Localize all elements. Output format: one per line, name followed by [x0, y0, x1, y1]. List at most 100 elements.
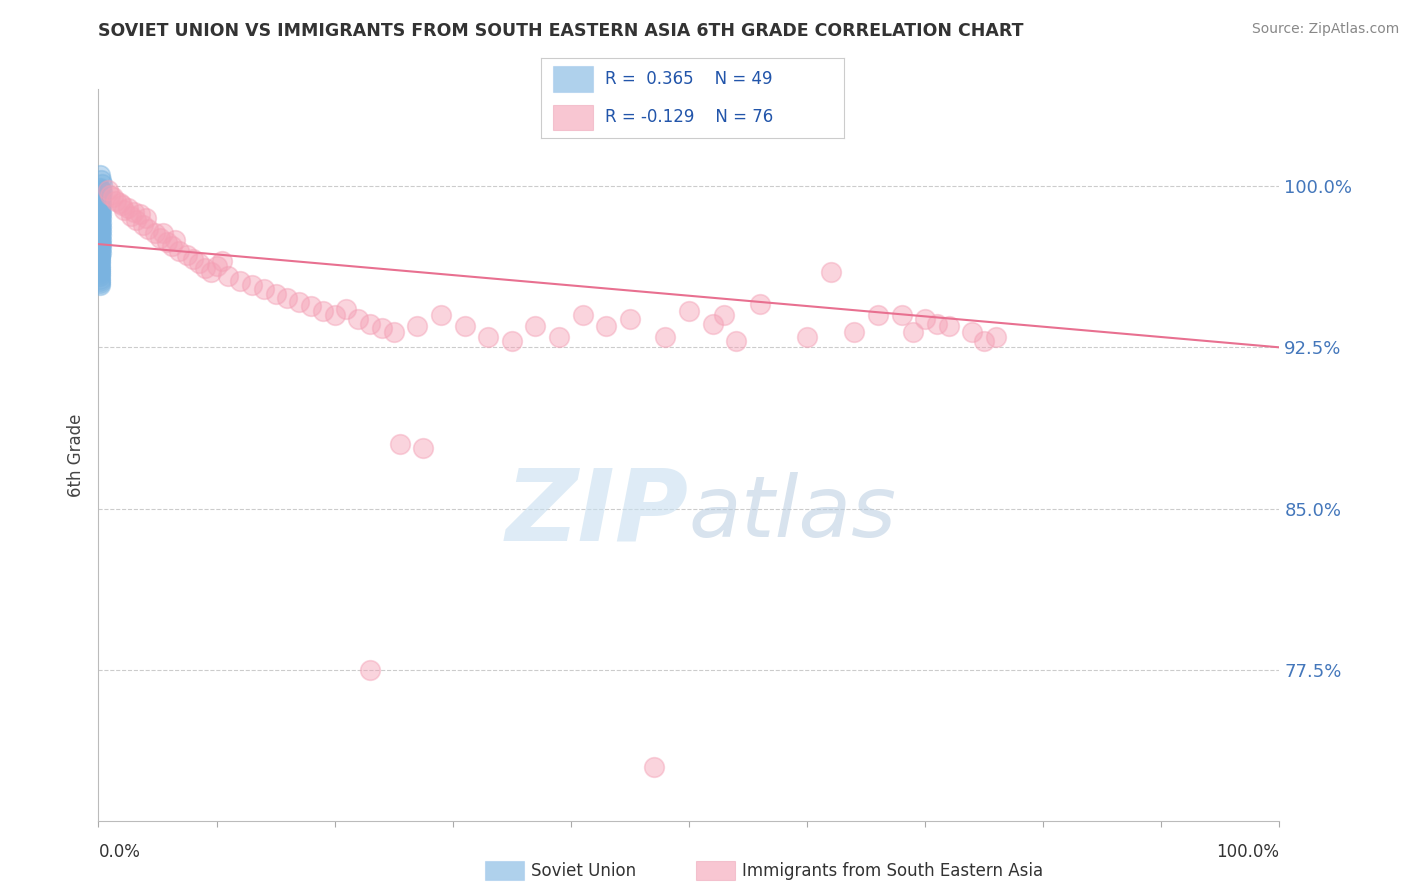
Point — [90, 207, 112, 221]
Point — [359, 317, 381, 331]
Bar — [554, 66, 593, 92]
Point — [89, 235, 111, 249]
Point — [89, 276, 111, 290]
Point — [90, 198, 112, 212]
Text: R = -0.129    N = 76: R = -0.129 N = 76 — [605, 109, 773, 127]
Point — [90, 172, 112, 186]
Point — [89, 248, 111, 262]
Point — [962, 326, 984, 340]
Point — [117, 201, 139, 215]
Point — [90, 194, 112, 208]
Point — [264, 286, 287, 301]
Point — [187, 256, 209, 270]
Point — [108, 196, 131, 211]
Point — [89, 260, 111, 275]
Point — [382, 326, 405, 340]
Point — [89, 256, 111, 270]
Point — [984, 329, 1007, 343]
Point — [105, 194, 128, 208]
Text: ZIP: ZIP — [506, 465, 689, 562]
Point — [866, 308, 889, 322]
Point — [89, 267, 111, 281]
Point — [121, 209, 143, 223]
Bar — [554, 104, 593, 130]
Text: Source: ZipAtlas.com: Source: ZipAtlas.com — [1251, 22, 1399, 37]
Point — [91, 186, 114, 200]
Point — [90, 211, 112, 226]
Point — [323, 308, 346, 322]
Point — [89, 227, 111, 241]
Point — [312, 303, 335, 318]
Point — [194, 260, 217, 275]
Text: Immigrants from South Eastern Asia: Immigrants from South Eastern Asia — [742, 862, 1043, 880]
Text: atlas: atlas — [689, 472, 897, 555]
Point — [128, 207, 150, 221]
Point — [347, 312, 370, 326]
Point — [89, 196, 111, 211]
Point — [90, 202, 112, 217]
Text: 0.0%: 0.0% — [98, 843, 141, 861]
Point — [97, 183, 120, 197]
Point — [90, 224, 112, 238]
Point — [89, 230, 111, 244]
Point — [90, 245, 112, 260]
Point — [359, 663, 381, 677]
Point — [335, 301, 357, 316]
Point — [89, 222, 111, 236]
Point — [217, 269, 239, 284]
Point — [914, 312, 936, 326]
Point — [595, 318, 617, 333]
Point — [477, 329, 499, 343]
Point — [89, 192, 111, 206]
Point — [501, 334, 523, 348]
Point — [388, 437, 411, 451]
Point — [619, 312, 641, 326]
Point — [276, 291, 298, 305]
Point — [796, 329, 818, 343]
Point — [371, 321, 394, 335]
Text: 100.0%: 100.0% — [1216, 843, 1279, 861]
Point — [654, 329, 676, 343]
Point — [253, 282, 276, 296]
Point — [299, 300, 322, 314]
Point — [844, 326, 866, 340]
Point — [89, 274, 111, 288]
Point — [903, 326, 925, 340]
Point — [412, 442, 434, 456]
Point — [101, 190, 124, 204]
Point — [453, 318, 475, 333]
Point — [90, 219, 112, 234]
Point — [89, 209, 111, 223]
Point — [89, 265, 111, 279]
Point — [91, 177, 114, 191]
Point — [89, 204, 111, 219]
Point — [89, 252, 111, 267]
Point — [90, 216, 112, 230]
Point — [89, 259, 111, 273]
Point — [125, 213, 148, 227]
Point — [90, 190, 112, 204]
Point — [725, 334, 748, 348]
Point — [288, 295, 311, 310]
Point — [160, 239, 183, 253]
Point — [89, 187, 111, 202]
Point — [200, 265, 222, 279]
Point — [89, 271, 111, 285]
Point — [90, 237, 112, 252]
Point — [702, 317, 724, 331]
Point — [112, 202, 135, 217]
Point — [89, 254, 111, 268]
Point — [90, 233, 112, 247]
Point — [89, 277, 111, 292]
Point — [167, 244, 190, 258]
Point — [89, 244, 111, 258]
Point — [240, 277, 263, 292]
Point — [181, 252, 204, 267]
Point — [524, 318, 547, 333]
Point — [165, 233, 187, 247]
Point — [89, 201, 111, 215]
Point — [156, 235, 179, 249]
Point — [111, 198, 134, 212]
Point — [229, 274, 252, 288]
Text: SOVIET UNION VS IMMIGRANTS FROM SOUTH EASTERN ASIA 6TH GRADE CORRELATION CHART: SOVIET UNION VS IMMIGRANTS FROM SOUTH EA… — [98, 22, 1024, 40]
